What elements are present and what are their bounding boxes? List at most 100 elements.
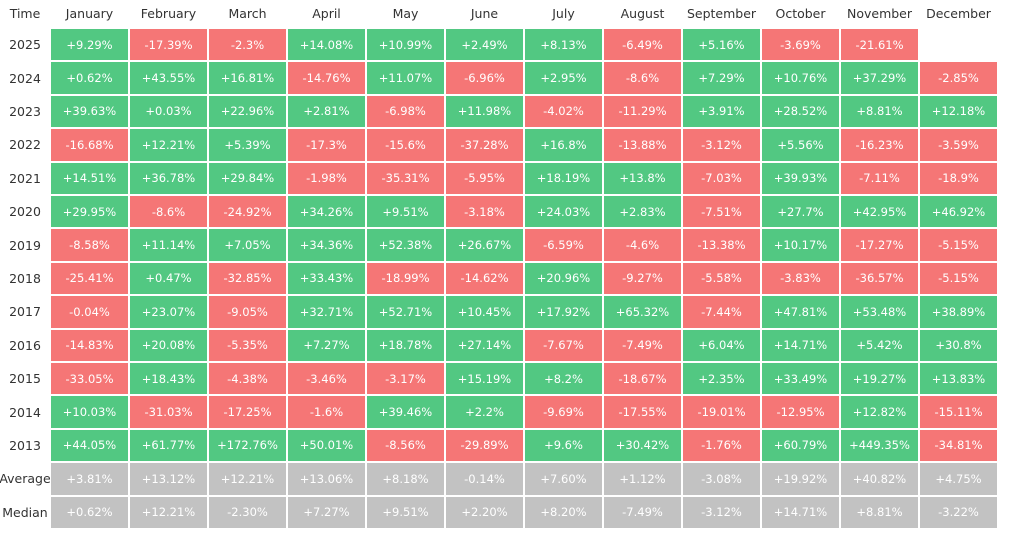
summary-cell: +12.21% [130,496,207,528]
summary-cell: +40.82% [841,463,918,495]
return-cell: -3.18% [446,196,523,228]
return-cell: -5.95% [446,162,523,194]
return-cell: +28.52% [762,95,839,128]
return-cell: -1.76% [683,429,760,462]
return-cell: -19.01% [683,396,760,428]
return-cell: -3.17% [367,363,444,395]
return-cell: -17.3% [288,129,365,161]
return-cell: -21.61% [841,29,918,61]
return-cell: +47.81% [762,296,839,328]
column-header: July [552,5,575,21]
return-cell: +42.95% [841,196,918,228]
return-cell: +14.51% [51,162,128,194]
return-cell: +22.96% [209,95,286,128]
return-cell: +2.95% [525,62,602,94]
return-cell: +12.21% [130,129,207,161]
year-label: 2020 [9,204,41,220]
year-label: 2025 [9,37,41,53]
return-cell: -5.15% [920,229,997,261]
column-header: November [846,5,913,21]
return-cell: -7.11% [841,162,918,194]
return-cell: +7.29% [683,62,760,94]
summary-cell: +0.62% [51,496,128,528]
return-cell: +36.78% [130,162,207,194]
return-cell: +14.71% [762,329,839,361]
return-cell: +44.05% [51,429,128,462]
return-cell: +16.8% [525,129,602,161]
summary-cell: -3.08% [683,463,760,495]
return-cell: -16.68% [51,129,128,161]
summary-cell: -7.49% [604,496,681,528]
return-cell: -18.67% [604,363,681,395]
return-cell: +0.62% [51,62,128,94]
year-label: 2024 [9,70,41,86]
return-cell: +19.27% [841,363,918,395]
return-cell: -36.57% [841,262,918,295]
return-cell: +50.01% [288,429,365,462]
return-cell: +46.92% [920,196,997,228]
return-cell: +10.45% [446,296,523,328]
return-cell: +39.46% [367,396,444,428]
return-cell: +29.84% [209,162,286,194]
return-cell: +5.16% [683,29,760,61]
return-cell: +10.17% [762,229,839,261]
return-cell: +6.04% [683,329,760,361]
return-cell: +449.35% [841,429,918,462]
column-header: October [775,5,826,21]
return-cell: +11.98% [446,95,523,128]
return-cell: +8.2% [525,363,602,395]
return-cell: -17.55% [604,396,681,428]
return-cell: -2.85% [920,62,997,94]
return-cell: -9.69% [525,396,602,428]
return-cell: -0.04% [51,296,128,328]
summary-cell: +13.06% [288,463,365,495]
return-cell: -37.28% [446,129,523,161]
summary-label: Average [0,471,51,487]
return-cell: -7.03% [683,162,760,194]
return-cell: -3.12% [683,129,760,161]
return-cell: -24.92% [209,196,286,228]
summary-cell: +7.60% [525,463,602,495]
summary-cell: -2.30% [209,496,286,528]
return-cell: +27.14% [446,329,523,361]
return-cell: -15.6% [367,129,444,161]
return-cell: +2.2% [446,396,523,428]
year-label: 2022 [9,137,41,153]
return-cell: +8.81% [841,95,918,128]
return-cell: -7.44% [683,296,760,328]
return-cell: +52.71% [367,296,444,328]
return-cell: +2.81% [288,95,365,128]
return-cell: -17.25% [209,396,286,428]
return-cell: -4.38% [209,363,286,395]
return-cell: -11.29% [604,95,681,128]
return-cell: -16.23% [841,129,918,161]
return-cell: +11.14% [130,229,207,261]
return-cell: +34.26% [288,196,365,228]
return-cell: +29.95% [51,196,128,228]
return-cell: -32.85% [209,262,286,295]
return-cell: +39.93% [762,162,839,194]
return-cell: +52.38% [367,229,444,261]
return-cell: +15.19% [446,363,523,395]
return-cell: -3.83% [762,262,839,295]
return-cell: +18.78% [367,329,444,361]
return-cell: -13.88% [604,129,681,161]
return-cell: +37.29% [841,62,918,94]
summary-cell: +8.20% [525,496,602,528]
summary-cell: +8.18% [367,463,444,495]
return-cell: +13.8% [604,162,681,194]
year-label: 2016 [9,337,41,353]
return-cell: +65.32% [604,296,681,328]
column-header: April [312,5,341,21]
return-cell: -4.02% [525,95,602,128]
return-cell: +24.03% [525,196,602,228]
return-cell: +2.83% [604,196,681,228]
year-label: 2013 [9,437,41,453]
summary-cell: +12.21% [209,463,286,495]
return-cell: -4.6% [604,229,681,261]
return-cell: +16.81% [209,62,286,94]
return-cell: -14.76% [288,62,365,94]
return-cell: -2.3% [209,29,286,61]
return-cell: +5.56% [762,129,839,161]
